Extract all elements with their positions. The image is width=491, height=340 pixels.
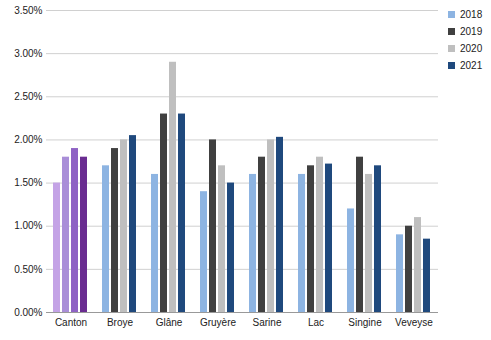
- html-text:2019: 2019: [460, 26, 483, 37]
- svg-text:1.50%: 1.50%: [14, 177, 42, 188]
- svg-text:Veveyse: Veveyse: [395, 317, 433, 328]
- svg-text:1.00%: 1.00%: [14, 220, 42, 231]
- svg-text:Glâne: Glâne: [156, 317, 183, 328]
- svg-text:0.00%: 0.00%: [14, 307, 42, 318]
- svg-text:3.50%: 3.50%: [14, 5, 42, 16]
- svg-text:2.50%: 2.50%: [14, 91, 42, 102]
- svg-text:3.00%: 3.00%: [14, 48, 42, 59]
- svg-text:Canton: Canton: [55, 317, 87, 328]
- html-text:2018: 2018: [460, 9, 483, 20]
- svg-text:2.00%: 2.00%: [14, 134, 42, 145]
- svg-text:Singine: Singine: [348, 317, 382, 328]
- svg-text:Sarine: Sarine: [253, 317, 282, 328]
- svg-text:Gruyère: Gruyère: [200, 317, 237, 328]
- svg-text:0.50%: 0.50%: [14, 264, 42, 275]
- html-text:2020: 2020: [460, 43, 483, 54]
- svg-text:Broye: Broye: [107, 317, 134, 328]
- svg-text:Lac: Lac: [308, 317, 324, 328]
- html-text:2021: 2021: [460, 60, 483, 71]
